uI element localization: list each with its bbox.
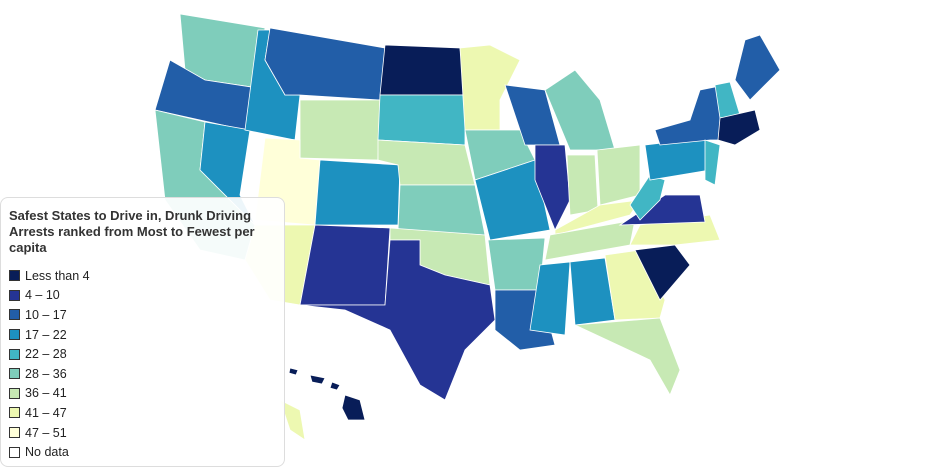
- legend-item[interactable]: 47 – 51: [9, 423, 276, 443]
- legend-item[interactable]: 17 – 22: [9, 325, 276, 345]
- state: [377, 94, 466, 146]
- legend-swatch: [9, 368, 20, 380]
- state: [288, 367, 299, 376]
- state: [644, 137, 711, 181]
- state: [264, 27, 386, 101]
- state: [544, 69, 616, 151]
- state: [314, 159, 401, 226]
- state: [566, 154, 599, 216]
- state: [596, 144, 641, 206]
- legend-label: No data: [25, 445, 69, 460]
- legend-item[interactable]: 22 – 28: [9, 344, 276, 364]
- state: [734, 34, 781, 101]
- legend-items: Less than 4 4 – 10 10 – 17 17 – 22 22 – 28 28…: [9, 266, 276, 462]
- legend-swatch: [9, 289, 20, 301]
- state: [474, 159, 551, 241]
- state: [299, 239, 496, 401]
- legend-title: Safest States to Drive in, Drunk Driving…: [9, 208, 255, 255]
- state: [299, 224, 391, 306]
- state: [704, 139, 721, 186]
- legend-item[interactable]: 10 – 17: [9, 305, 276, 325]
- legend-item[interactable]: No data: [9, 442, 276, 462]
- legend-swatch: [9, 427, 20, 439]
- legend-label: 36 – 41: [25, 386, 67, 401]
- legend-item[interactable]: 28 – 36: [9, 364, 276, 384]
- state: [341, 394, 366, 421]
- legend-swatch: [9, 309, 20, 321]
- state: [397, 184, 486, 236]
- state: [534, 144, 571, 231]
- legend-swatch: [9, 387, 20, 399]
- legend-label: 28 – 36: [25, 366, 67, 381]
- state: [717, 109, 761, 146]
- legend-swatch: [9, 446, 20, 458]
- state: [279, 399, 306, 441]
- legend-label: 47 – 51: [25, 425, 67, 440]
- state: [529, 261, 571, 336]
- state: [379, 44, 466, 96]
- legend-swatch: [9, 407, 20, 419]
- legend-swatch: [9, 270, 20, 282]
- state: [299, 99, 381, 161]
- legend: Safest States to Drive in, Drunk Driving…: [0, 197, 285, 467]
- state: [329, 381, 341, 391]
- legend-swatch: [9, 348, 20, 360]
- state: [487, 237, 546, 291]
- legend-item[interactable]: 36 – 41: [9, 384, 276, 404]
- legend-item[interactable]: 41 – 47: [9, 403, 276, 423]
- legend-label: 17 – 22: [25, 327, 67, 342]
- state: [604, 249, 666, 321]
- state: [634, 244, 691, 301]
- legend-label: 41 – 47: [25, 405, 67, 420]
- states: [154, 13, 781, 441]
- state: [309, 374, 326, 385]
- legend-label: 4 – 10: [25, 288, 60, 303]
- state: [629, 174, 666, 221]
- legend-label: Less than 4: [25, 268, 90, 283]
- legend-label: 22 – 28: [25, 347, 67, 362]
- state: [573, 317, 681, 396]
- legend-label: 10 – 17: [25, 307, 67, 322]
- legend-item[interactable]: Less than 4: [9, 266, 276, 286]
- legend-item[interactable]: 4 – 10: [9, 286, 276, 306]
- legend-swatch: [9, 329, 20, 341]
